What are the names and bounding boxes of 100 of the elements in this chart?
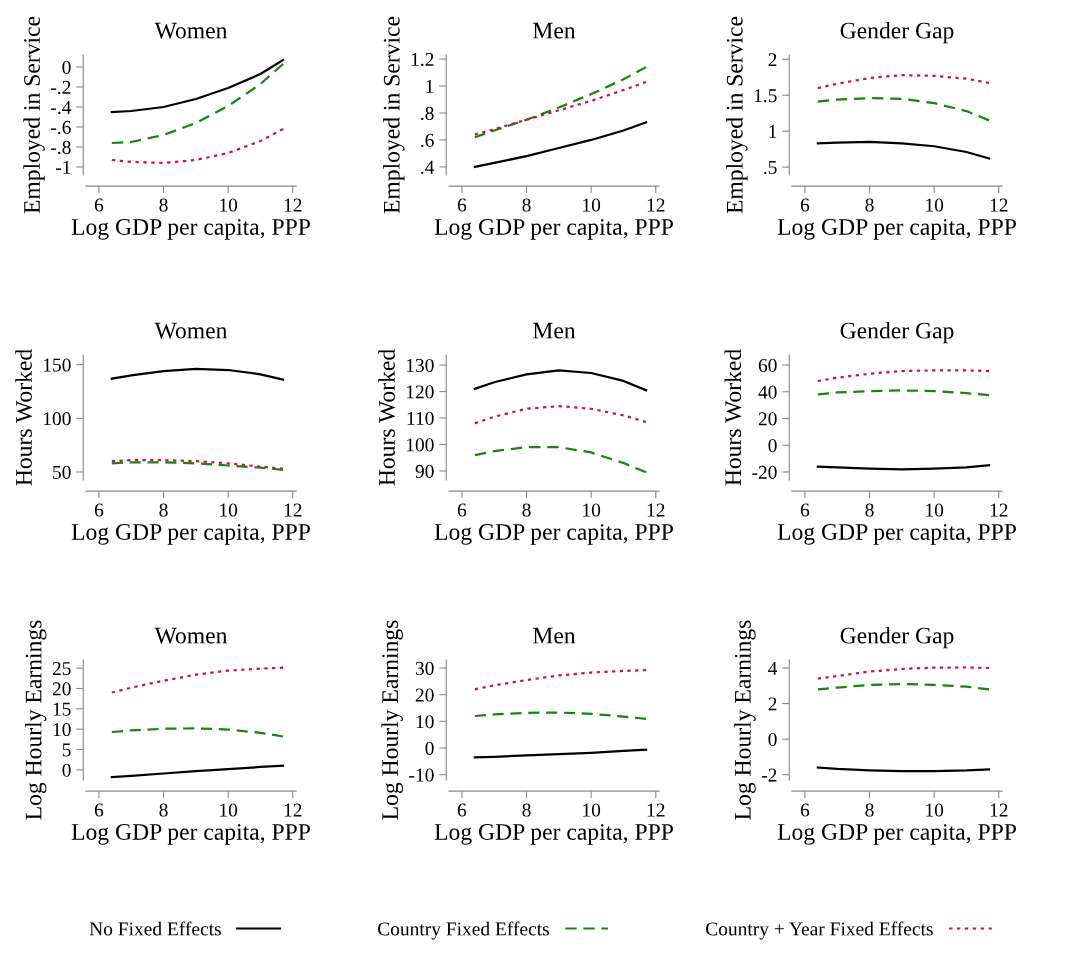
- y-tick-label: 2: [768, 53, 777, 67]
- line-series: [473, 748, 648, 759]
- legend-label: No Fixed Effects: [89, 921, 221, 936]
- y-tick-label: -2: [761, 768, 777, 782]
- chart-title: Men: [533, 627, 576, 644]
- y-tick-label: 15: [53, 702, 71, 716]
- chart-title: Women: [154, 322, 228, 339]
- chart-title: Men: [533, 322, 576, 339]
- x-tick-label: 10: [926, 503, 944, 517]
- x-axis-title: Log GDP per capita, PPP: [777, 219, 1016, 240]
- y-tick-label: 20: [52, 682, 71, 696]
- x-tick-label: 6: [457, 198, 467, 212]
- x-tick-label: 10: [583, 803, 601, 817]
- x-tick-label: 6: [800, 198, 810, 212]
- y-tick-label: 5: [62, 743, 71, 757]
- line-series: [473, 711, 648, 721]
- x-tick-label: 10: [926, 803, 944, 817]
- x-tick-label: 10: [583, 198, 601, 212]
- y-axis-title: Hours Worked: [15, 349, 33, 486]
- y-tick-label: 100: [406, 438, 434, 452]
- x-tick-label: 12: [647, 803, 665, 817]
- y-tick-label: 10: [416, 715, 434, 729]
- y-axis-title: Employed in Service: [23, 16, 45, 214]
- y-tick-label: 50: [53, 465, 71, 479]
- x-tick-label: 6: [94, 198, 104, 212]
- y-tick-label: 20: [758, 412, 777, 426]
- y-tick-label: 20: [415, 688, 434, 702]
- y-tick-label: 1.5: [754, 89, 777, 103]
- x-tick-label: 8: [865, 803, 874, 817]
- x-axis-title: Log GDP per capita, PPP: [71, 524, 310, 545]
- x-tick-label: 8: [522, 803, 531, 817]
- line-series: [110, 127, 285, 165]
- line-series: [816, 74, 991, 90]
- chart-title: Gender Gap: [840, 21, 954, 44]
- x-axis-title: Log GDP per capita, PPP: [434, 524, 673, 545]
- line-series: [110, 666, 285, 694]
- legend-label: Country + Year Fixed Effects: [706, 921, 933, 940]
- y-tick-label: .6: [421, 133, 434, 147]
- line-series: [816, 666, 991, 680]
- line-series: [473, 369, 648, 392]
- y-tick-label: 2: [768, 697, 777, 711]
- y-tick-label: 40: [758, 385, 777, 399]
- x-tick-label: 12: [990, 803, 1008, 817]
- x-tick-label: 8: [522, 503, 531, 517]
- x-tick-label: 6: [457, 503, 467, 517]
- y-tick-label: 1: [769, 125, 777, 138]
- y-axis-title: Hours Worked: [378, 349, 396, 486]
- y-tick-label: 100: [43, 412, 71, 426]
- line-series: [110, 764, 285, 779]
- x-tick-label: 6: [457, 803, 467, 817]
- chart-title: Women: [154, 627, 228, 644]
- x-tick-label: 12: [647, 198, 665, 212]
- y-tick-label: 0: [62, 60, 71, 74]
- x-tick-label: 8: [159, 803, 168, 817]
- x-tick-label: 10: [220, 803, 238, 817]
- y-tick-label: -.8: [51, 140, 71, 155]
- line-series: [110, 62, 285, 145]
- y-tick-label: 0: [768, 439, 777, 453]
- x-axis-title: Log GDP per capita, PPP: [777, 824, 1016, 845]
- y-tick-label: -.4: [51, 100, 72, 115]
- chart-title: Men: [533, 22, 576, 39]
- x-tick-label: 6: [94, 803, 104, 817]
- y-axis-title: Log Hourly Earnings: [381, 620, 403, 820]
- y-tick-label: 4: [768, 661, 778, 675]
- x-axis-title: Log GDP per capita, PPP: [434, 824, 673, 845]
- x-axis-title: Log GDP per capita, PPP: [777, 524, 1016, 545]
- x-tick-label: 12: [284, 198, 302, 212]
- y-axis-title: Log Hourly Earnings: [734, 620, 756, 820]
- x-tick-label: 12: [284, 803, 302, 817]
- line-series: [473, 66, 648, 139]
- line-series: [473, 446, 648, 474]
- y-tick-label: 0: [62, 763, 71, 777]
- x-tick-label: 12: [990, 198, 1008, 212]
- y-tick-label: -10: [409, 768, 434, 782]
- y-tick-label: -20: [752, 465, 777, 479]
- x-tick-label: 8: [159, 503, 168, 517]
- x-tick-label: 10: [220, 198, 238, 212]
- y-axis-title: Employed in Service: [383, 16, 405, 214]
- y-tick-label: -1: [55, 160, 71, 174]
- chart-title: Women: [154, 22, 228, 39]
- x-tick-label: 6: [800, 503, 810, 517]
- line-series: [473, 80, 648, 136]
- y-tick-label: 25: [52, 662, 71, 676]
- chart-title: Gender Gap: [840, 321, 954, 344]
- y-axis-title: Hours Worked: [724, 349, 742, 486]
- y-tick-label: 60: [758, 358, 777, 372]
- x-tick-label: 8: [522, 198, 531, 212]
- x-tick-label: 8: [865, 503, 874, 517]
- x-tick-label: 12: [647, 503, 665, 517]
- y-tick-label: .4: [421, 160, 435, 174]
- line-series: [473, 121, 648, 169]
- x-axis-title: Log GDP per capita, PPP: [71, 219, 310, 240]
- y-tick-label: 0: [425, 741, 434, 755]
- x-tick-label: 10: [583, 503, 601, 517]
- line-series: [110, 727, 285, 738]
- x-tick-label: 8: [865, 198, 874, 212]
- x-tick-label: 6: [94, 503, 104, 517]
- x-tick-label: 6: [800, 803, 810, 817]
- legend-label: Country Fixed Effects: [378, 921, 549, 940]
- y-tick-label: 1: [426, 79, 434, 93]
